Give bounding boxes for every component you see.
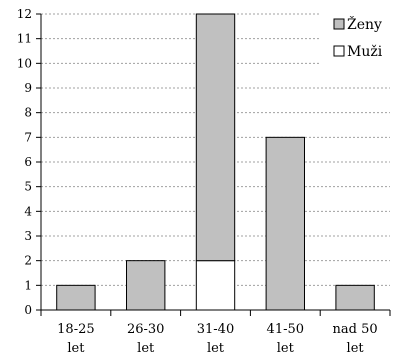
y-tick-label-10: 10 (17, 56, 32, 70)
legend-label-muzi: Muži (347, 44, 383, 60)
bar-ženy-3 (265, 136, 305, 311)
bars (56, 13, 375, 311)
y-tick-label-8: 8 (24, 106, 32, 120)
bar-ženy-0 (56, 284, 96, 311)
x-category-label-0-line-1: let (67, 341, 85, 356)
y-tick-label-11: 11 (17, 32, 32, 46)
x-category-label-2-line-1: let (207, 341, 225, 356)
x-category-label-1-line-1: let (137, 341, 155, 356)
legend-box (320, 2, 396, 72)
x-category-label-0-line-0: 18-25 (57, 322, 94, 337)
y-tick-label-2: 2 (24, 254, 32, 268)
x-category-label-4-line-1: let (347, 341, 365, 356)
x-category-label-3-line-1: let (277, 341, 295, 356)
y-tick-label-7: 7 (24, 130, 32, 144)
x-category-label-1-line-0: 26-30 (127, 322, 164, 337)
x-axis-labels: 18-25 let 26-30 let 31-40 let 41-50 let nad 50 le… (57, 322, 378, 356)
legend-swatch-muzi (333, 45, 345, 57)
legend-swatch-zeny (333, 18, 345, 30)
x-category-label-3-line-0: 41-50 (267, 322, 304, 337)
x-category-label-4-line-0: nad 50 (333, 322, 378, 337)
y-tick-label-5: 5 (24, 180, 32, 194)
legend-label-zeny: Ženy (347, 15, 382, 33)
y-tick-label-4: 4 (24, 204, 32, 218)
y-tick-label-1: 1 (24, 278, 32, 292)
bar-ženy-4 (335, 284, 375, 311)
bar-ženy-1 (126, 260, 166, 311)
y-tick-label-0: 0 (24, 303, 32, 317)
legend: Ženy Muži (320, 2, 396, 72)
bar-ženy-2 (195, 13, 236, 262)
y-tick-label-6: 6 (24, 155, 32, 169)
bar-muži-2 (195, 260, 236, 311)
y-tick-label-9: 9 (24, 81, 32, 95)
y-tick-label-12: 12 (17, 7, 32, 21)
y-tick-label-3: 3 (24, 229, 32, 243)
x-category-label-2-line-0: 31-40 (197, 322, 234, 337)
